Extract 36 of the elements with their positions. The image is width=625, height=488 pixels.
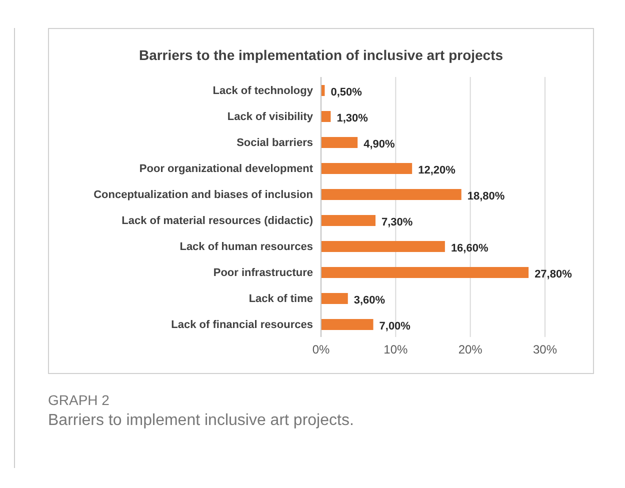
- y-tick-label: Lack of visibility: [227, 110, 314, 123]
- bar: [321, 137, 358, 148]
- data-label: 1,30%: [336, 112, 368, 124]
- y-tick-label: Lack of financial resources: [171, 318, 313, 331]
- data-label: 4,90%: [364, 138, 395, 150]
- y-tick-label: Lack of technology: [212, 84, 314, 97]
- bar: [321, 241, 445, 252]
- y-tick-label: Lack of human resources: [180, 240, 313, 253]
- x-tick-label: 30%: [532, 342, 558, 357]
- y-tick-label: Poor organizational development: [139, 162, 314, 175]
- bar: [321, 319, 374, 330]
- bar: [321, 215, 376, 226]
- y-tick-label: Lack of material resources (didactic): [122, 214, 314, 227]
- x-tick-label: 10%: [384, 342, 408, 357]
- bar: [321, 293, 348, 304]
- data-label: 0,50%: [330, 86, 362, 98]
- text: Barriers to implement inclusive art projects.: [48, 412, 355, 430]
- data-label: 16,60%: [450, 242, 488, 254]
- y-tick-label: Lack of time: [248, 292, 313, 305]
- data-label: 18,80%: [467, 190, 505, 202]
- bar: [321, 111, 331, 122]
- y-tick-label: Poor infrastructure: [213, 266, 313, 279]
- x-tick-label: 20%: [458, 342, 483, 357]
- data-label: 12,20%: [418, 164, 456, 176]
- data-label: 27,80%: [534, 268, 572, 280]
- chart-title: Barriers to the implementation of inclusive art projects: [138, 47, 504, 63]
- data-label: 7,00%: [379, 320, 411, 332]
- caption: GRAPH 2: [48, 392, 110, 408]
- bar: [321, 163, 412, 174]
- y-tick-label: Conceptualization and biases of inclusion: [94, 188, 314, 201]
- data-label: 7,30%: [382, 216, 413, 228]
- y-tick-label: Social barriers: [236, 136, 313, 149]
- data-label: 3,60%: [354, 294, 386, 306]
- x-tick-label: 0%: [312, 342, 330, 357]
- bar: [321, 189, 462, 200]
- bar: [321, 267, 529, 278]
